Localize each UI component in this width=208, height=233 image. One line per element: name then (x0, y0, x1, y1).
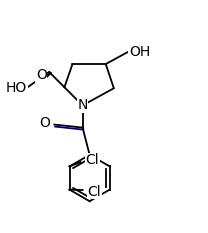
Text: N: N (77, 98, 88, 112)
Text: Cl: Cl (88, 185, 101, 199)
Text: HO: HO (6, 81, 27, 95)
Text: O: O (36, 68, 47, 82)
Text: OH: OH (129, 45, 150, 59)
Text: Cl: Cl (86, 153, 99, 167)
Text: O: O (39, 116, 50, 130)
